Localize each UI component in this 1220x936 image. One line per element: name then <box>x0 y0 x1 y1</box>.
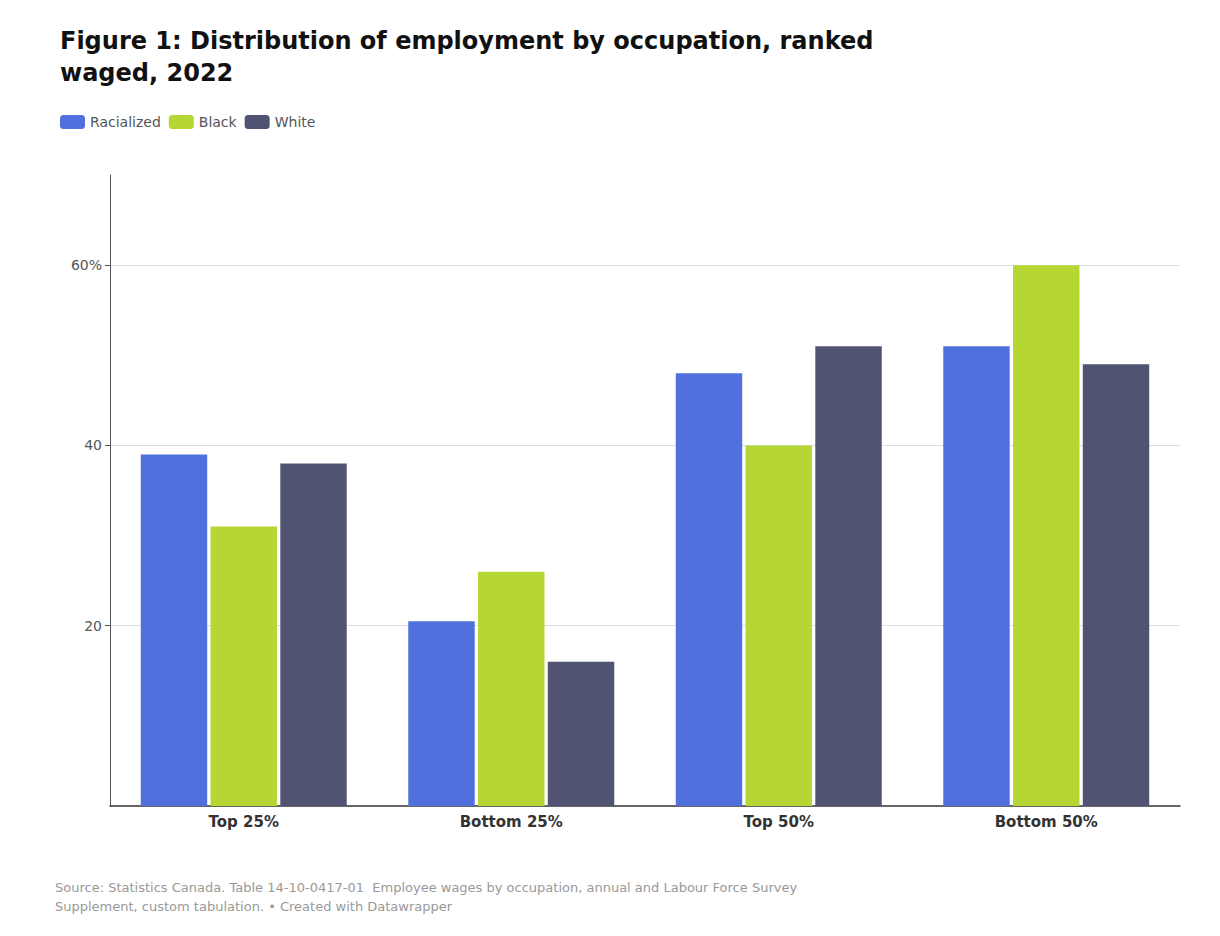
svg-text:Racialized: Racialized <box>90 114 161 130</box>
svg-text:White: White <box>275 114 316 130</box>
svg-text:waged, 2022: waged, 2022 <box>60 59 233 87</box>
svg-text:60%: 60% <box>71 257 102 273</box>
svg-text:Source: Statistics Canada. Tab: Source: Statistics Canada. Table 14-10-0… <box>55 880 797 895</box>
svg-text:20: 20 <box>84 618 102 634</box>
svg-text:Supplement, custom tabulation.: Supplement, custom tabulation. • Created… <box>55 899 453 914</box>
svg-text:Top 50%: Top 50% <box>744 813 814 831</box>
svg-text:Bottom 25%: Bottom 25% <box>460 813 563 831</box>
svg-text:Top 25%: Top 25% <box>209 813 279 831</box>
svg-text:Bottom 50%: Bottom 50% <box>995 813 1098 831</box>
svg-text:Black: Black <box>199 114 238 130</box>
svg-text:Figure 1: Distribution of empl: Figure 1: Distribution of employment by … <box>60 27 873 55</box>
svg-text:40: 40 <box>84 437 102 453</box>
